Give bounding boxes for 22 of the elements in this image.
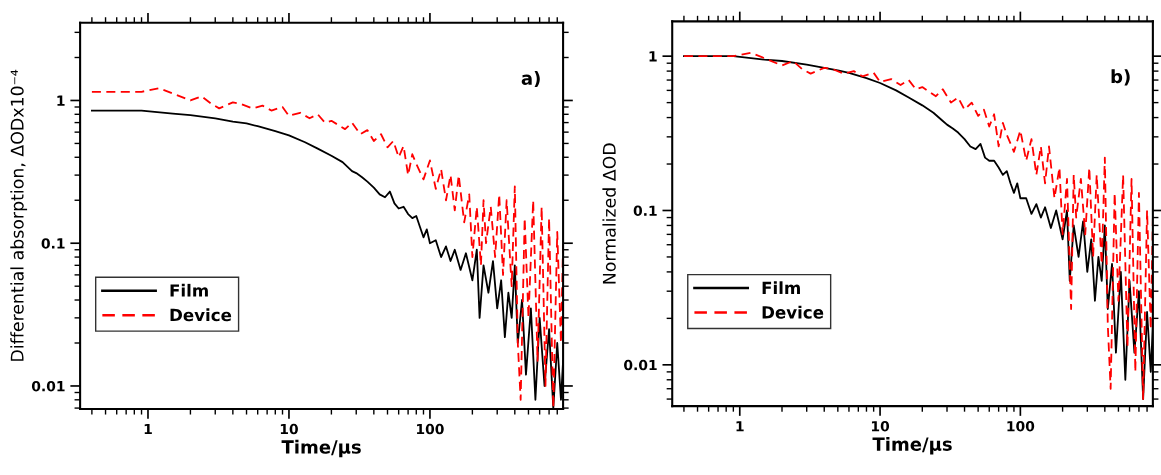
annotation: a) bbox=[521, 71, 540, 88]
x-tick-label: 100 bbox=[417, 423, 444, 435]
y-tick-label: 0.01 bbox=[31, 380, 65, 392]
legend-label: Film bbox=[762, 281, 800, 294]
x-tick-label: 10 bbox=[871, 420, 890, 432]
x-tick-label: 10 bbox=[280, 423, 298, 435]
x-axis-title: Time/μs bbox=[281, 439, 361, 458]
legend-label: Device bbox=[762, 305, 824, 319]
legend-label: Device bbox=[170, 308, 232, 322]
y-tick-label: 0.1 bbox=[633, 205, 657, 216]
x-tick-label: 1 bbox=[736, 421, 744, 432]
y-axis-title: Differential absorption, ΔODx10⁻⁴ bbox=[10, 69, 28, 361]
x-tick-label: 1 bbox=[144, 423, 152, 435]
y-axis-title: Normalized ΔOD bbox=[602, 143, 616, 284]
x-tick-label: 100 bbox=[1007, 420, 1035, 432]
y-tick-label: 1 bbox=[57, 95, 65, 106]
y-tick-label: 0.01 bbox=[624, 359, 657, 371]
annotation: b) bbox=[1111, 69, 1130, 86]
x-axis-title: Time/μs bbox=[872, 436, 952, 455]
legend-label: Film bbox=[170, 283, 208, 297]
y-tick-label: 1 bbox=[649, 51, 657, 62]
y-tick-label: 0.1 bbox=[41, 238, 65, 249]
